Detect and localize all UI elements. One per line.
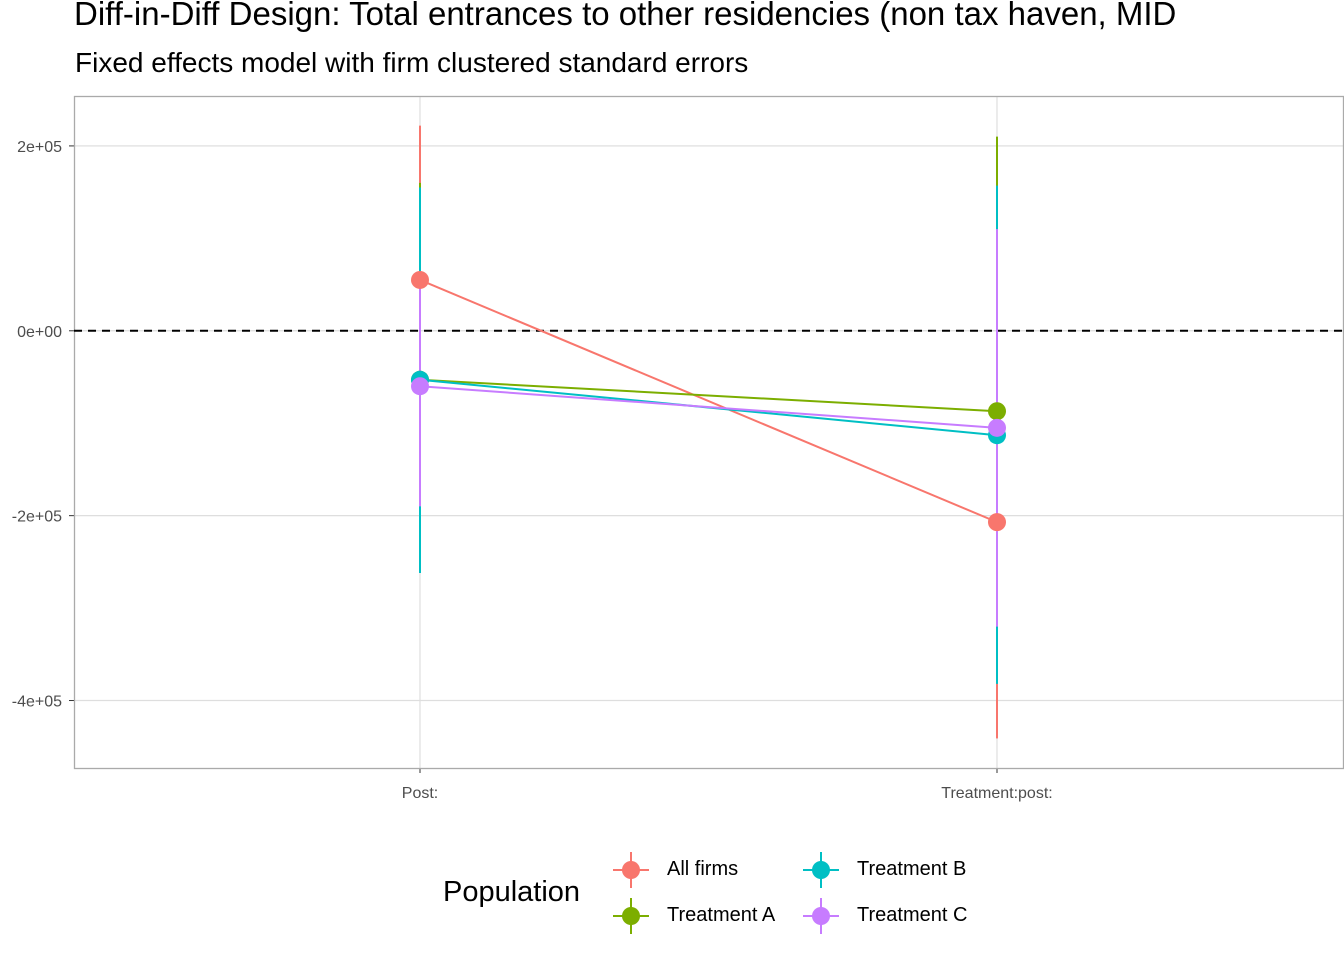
- point-treatment-a: [988, 402, 1006, 421]
- point-treatment-c: [988, 418, 1006, 437]
- series-line-treatment-a: [419, 378, 998, 413]
- legend: Population All firms Treatment A Treatment…: [443, 846, 1003, 942]
- legend-key-icon: [803, 898, 839, 934]
- chart-title: Diff-in-Diff Design: Total entrances to …: [74, 0, 1177, 32]
- y-tick-label: 2e+05: [17, 139, 62, 156]
- series-layer: [74, 125, 1344, 739]
- point-all-firms: [411, 270, 429, 289]
- y-tick-label: 0e+00: [17, 324, 62, 341]
- legend-label: Treatment A: [667, 904, 776, 926]
- legend-key-icon: [613, 898, 649, 934]
- axes: 2e+05 0e+00 -2e+05 -4e+05 Post: Treatment:pos…: [12, 95, 1344, 802]
- grid-lines: [74, 96, 1344, 768]
- legend-label: Treatment C: [857, 904, 968, 926]
- plot-area: 2e+05 0e+00 -2e+05 -4e+05 Post: Treatment:pos…: [12, 95, 1344, 802]
- legend-title: Population: [443, 876, 581, 908]
- point-all-firms: [988, 513, 1006, 532]
- y-tick-label: -4e+05: [12, 694, 62, 711]
- legend-key-icon: [613, 852, 649, 888]
- legend-key-icon: [803, 852, 839, 888]
- legend-label: Treatment B: [857, 858, 967, 880]
- x-tick-label: Treatment:post:: [941, 785, 1052, 802]
- series-line-all-firms: [419, 279, 998, 524]
- panel-border: [73, 95, 1344, 770]
- series-line-treatment-c: [419, 385, 998, 429]
- point-treatment-c: [411, 377, 429, 396]
- x-tick-label: Post:: [402, 785, 438, 802]
- legend-label: All firms: [667, 858, 739, 880]
- y-tick-label: -2e+05: [12, 509, 62, 526]
- chart-subtitle: Fixed effects model with firm clustered …: [75, 47, 749, 78]
